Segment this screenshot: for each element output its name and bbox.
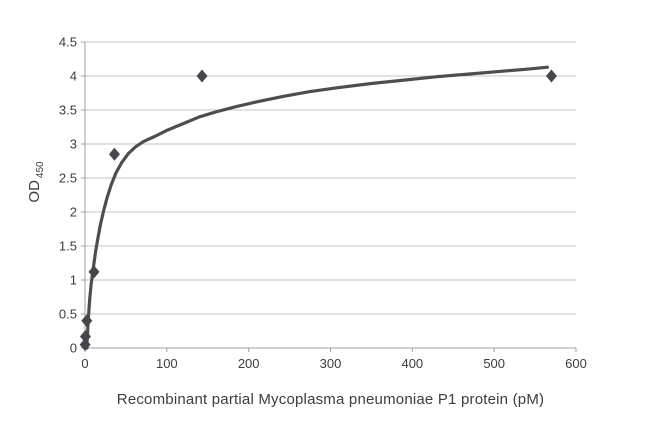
y-tick-label: 0: [70, 341, 77, 356]
x-tick-label: 500: [483, 356, 505, 371]
diamond-marker: [79, 329, 91, 343]
x-tick-label: 200: [238, 356, 260, 371]
diamond-marker: [88, 265, 100, 279]
x-tick-label: 600: [565, 356, 587, 371]
y-axis: 0 0.5 1 1.5 2 2.5 3 3.5 4 4.5: [59, 35, 86, 356]
y-tick-label: 3.5: [59, 103, 77, 118]
x-tick-label: 300: [320, 356, 342, 371]
y-tick-label: 2: [70, 205, 77, 220]
data-points: [79, 69, 557, 352]
diamond-marker: [108, 147, 120, 161]
x-tick-label: 400: [401, 356, 423, 371]
diamond-marker: [81, 314, 93, 328]
x-tick-label: 0: [81, 356, 88, 371]
y-tick-label: 2.5: [59, 171, 77, 186]
y-tick-label: 0.5: [59, 307, 77, 322]
gridlines: [85, 41, 576, 349]
y-tick-label: 4.5: [59, 35, 77, 50]
diamond-marker: [79, 338, 91, 352]
x-tick-label: 100: [156, 356, 178, 371]
diamond-marker: [545, 69, 557, 83]
x-axis-title: Recombinant partial Mycoplasma pneumonia…: [116, 391, 545, 408]
y-axis-title-subscript: 450: [35, 161, 46, 179]
y-axis-title: OD450: [26, 161, 46, 202]
fit-curve: [85, 65, 550, 350]
x-axis: 0 100 200 300 400 500 600: [81, 347, 587, 371]
y-tick-label: 1: [70, 273, 77, 288]
y-axis-title-main: OD: [26, 180, 43, 203]
y-tick-label: 3: [70, 137, 77, 152]
diamond-marker: [196, 69, 208, 83]
y-tick-label: 1.5: [59, 239, 77, 254]
y-tick-label: 4: [70, 69, 77, 84]
